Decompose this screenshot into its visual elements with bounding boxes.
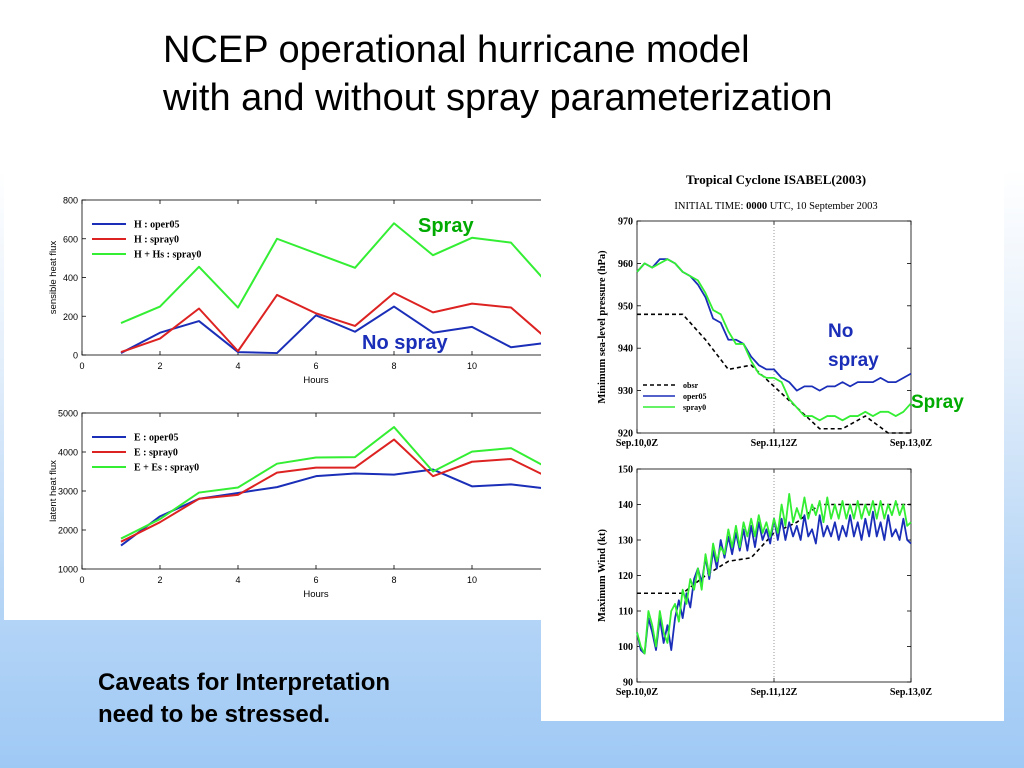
tc-title: Tropical Cyclone ISABEL(2003) (686, 172, 866, 187)
x-axis-label: Hours (303, 375, 329, 386)
x-tick-label: 4 (235, 575, 240, 585)
slide-title-line1: NCEP operational hurricane model (163, 29, 750, 71)
legend-label: spray0 (683, 403, 706, 412)
caveat-line1: Caveats for Interpretation (98, 669, 391, 696)
legend-label: obsr (683, 381, 699, 390)
x-tick-label: Sep.13,0Z (890, 687, 933, 698)
y-tick-label: 2000 (58, 526, 78, 536)
series-line-spray0 (636, 258, 912, 422)
y-tick-label: 400 (63, 273, 78, 283)
y-tick-label: 5000 (58, 409, 78, 419)
x-tick-label: 2 (157, 575, 162, 585)
tc-subtitle-bold: 0000 (746, 201, 767, 212)
series-line-spray0 (636, 492, 912, 655)
min-pressure-chart: 920 930 940 950 960 970 Sep.10,0Z Sep.11,12Z Sep… (597, 217, 932, 450)
series-line-h-spray0 (120, 292, 551, 354)
caveat-note: Caveats for Interpretation need to be st… (98, 667, 518, 731)
max-wind-chart: 90 100 110 120 130 140 150 Sep.10,0Z Sep.11,12Z S… (597, 465, 932, 699)
y-axis-label: Minimum sea-level pressure (hPa) (597, 250, 608, 404)
legend-label: H : oper05 (134, 220, 180, 231)
latent-heat-flux-chart: 10002000300040005000024681012Hourslatent… (48, 409, 555, 601)
series-line-e-spray0 (120, 438, 551, 543)
x-tick-label: 8 (391, 575, 396, 585)
x-tick-label: 6 (313, 361, 318, 371)
y-tick-label: 4000 (58, 448, 78, 458)
x-tick-label: Sep.11,12Z (751, 687, 798, 698)
tc-subtitle-prefix: INITIAL TIME: (674, 201, 746, 212)
x-tick-label: 10 (467, 575, 477, 585)
y-tick-label: 950 (618, 301, 633, 312)
x-tick-label: 0 (79, 361, 84, 371)
legend-label: oper05 (683, 392, 707, 401)
y-tick-label: 140 (618, 500, 633, 511)
y-tick-label: 930 (618, 386, 633, 397)
y-tick-label: 3000 (58, 487, 78, 497)
y-tick-label: 940 (618, 344, 633, 355)
tc-subtitle-suffix: UTC, 10 September 2003 (767, 201, 878, 212)
y-tick-label: 920 (618, 429, 633, 440)
x-tick-label: 8 (391, 361, 396, 371)
legend-label: H : spray0 (134, 235, 179, 246)
y-tick-label: 120 (618, 571, 633, 582)
y-tick-label: 100 (618, 642, 633, 653)
right-chart-panel: Tropical Cyclone ISABEL(2003) INITIAL TI… (541, 144, 1004, 721)
x-tick-label: 10 (467, 361, 477, 371)
y-tick-label: 960 (618, 259, 633, 270)
x-tick-label: Sep.10,0Z (616, 687, 659, 698)
sensible-heat-flux-chart: 0200400600800024681012Hourssensible heat… (48, 196, 555, 387)
right-charts-svg: Tropical Cyclone ISABEL(2003) INITIAL TI… (597, 172, 932, 699)
plot-frame (636, 468, 912, 683)
left-charts-svg: 0200400600800024681012Hourssensible heat… (48, 196, 555, 601)
x-tick-label: Sep.13,0Z (890, 438, 933, 449)
slide-title: NCEP operational hurricane model with an… (163, 26, 1013, 122)
x-tick-label: Sep.11,12Z (751, 438, 798, 449)
legend-label: E + Es : spray0 (134, 463, 199, 474)
x-tick-label: 6 (313, 575, 318, 585)
series-line-h-oper05 (120, 305, 551, 355)
y-tick-label: 0 (73, 351, 78, 361)
y-tick-label: 90 (623, 678, 633, 689)
y-tick-label: 200 (63, 312, 78, 322)
legend-label: E : oper05 (134, 433, 178, 444)
left-chart-panel: 0200400600800024681012Hourssensible heat… (4, 165, 555, 620)
y-axis-label: Maximum Wind (kt) (597, 529, 608, 622)
y-tick-label: 600 (63, 234, 78, 244)
caveat-line2: need to be stressed. (98, 701, 331, 728)
y-axis-label: sensible heat flux (48, 241, 59, 315)
tc-subtitle: INITIAL TIME: 0000 UTC, 10 September 200… (674, 201, 877, 212)
series-line-h-hs-spray0 (120, 222, 551, 324)
y-tick-label: 110 (619, 607, 633, 618)
x-tick-label: 2 (157, 361, 162, 371)
x-tick-label: Sep.10,0Z (616, 438, 659, 449)
y-tick-label: 130 (618, 536, 633, 547)
series-line-e-es-spray0 (120, 426, 551, 540)
y-tick-label: 970 (618, 217, 633, 228)
y-axis-label: latent heat flux (48, 460, 59, 522)
x-axis-label: Hours (303, 589, 329, 600)
slide-title-line2: with and without spray parameterization (163, 77, 833, 119)
series-line-obsr (637, 503, 911, 595)
x-tick-label: 4 (235, 361, 240, 371)
y-tick-label: 150 (618, 465, 633, 476)
y-tick-label: 800 (63, 196, 78, 206)
legend-label: E : spray0 (134, 448, 178, 459)
legend-label: H + Hs : spray0 (134, 250, 201, 261)
x-tick-label: 0 (79, 575, 84, 585)
series-line-obsr (637, 313, 911, 434)
y-tick-label: 1000 (58, 565, 78, 575)
